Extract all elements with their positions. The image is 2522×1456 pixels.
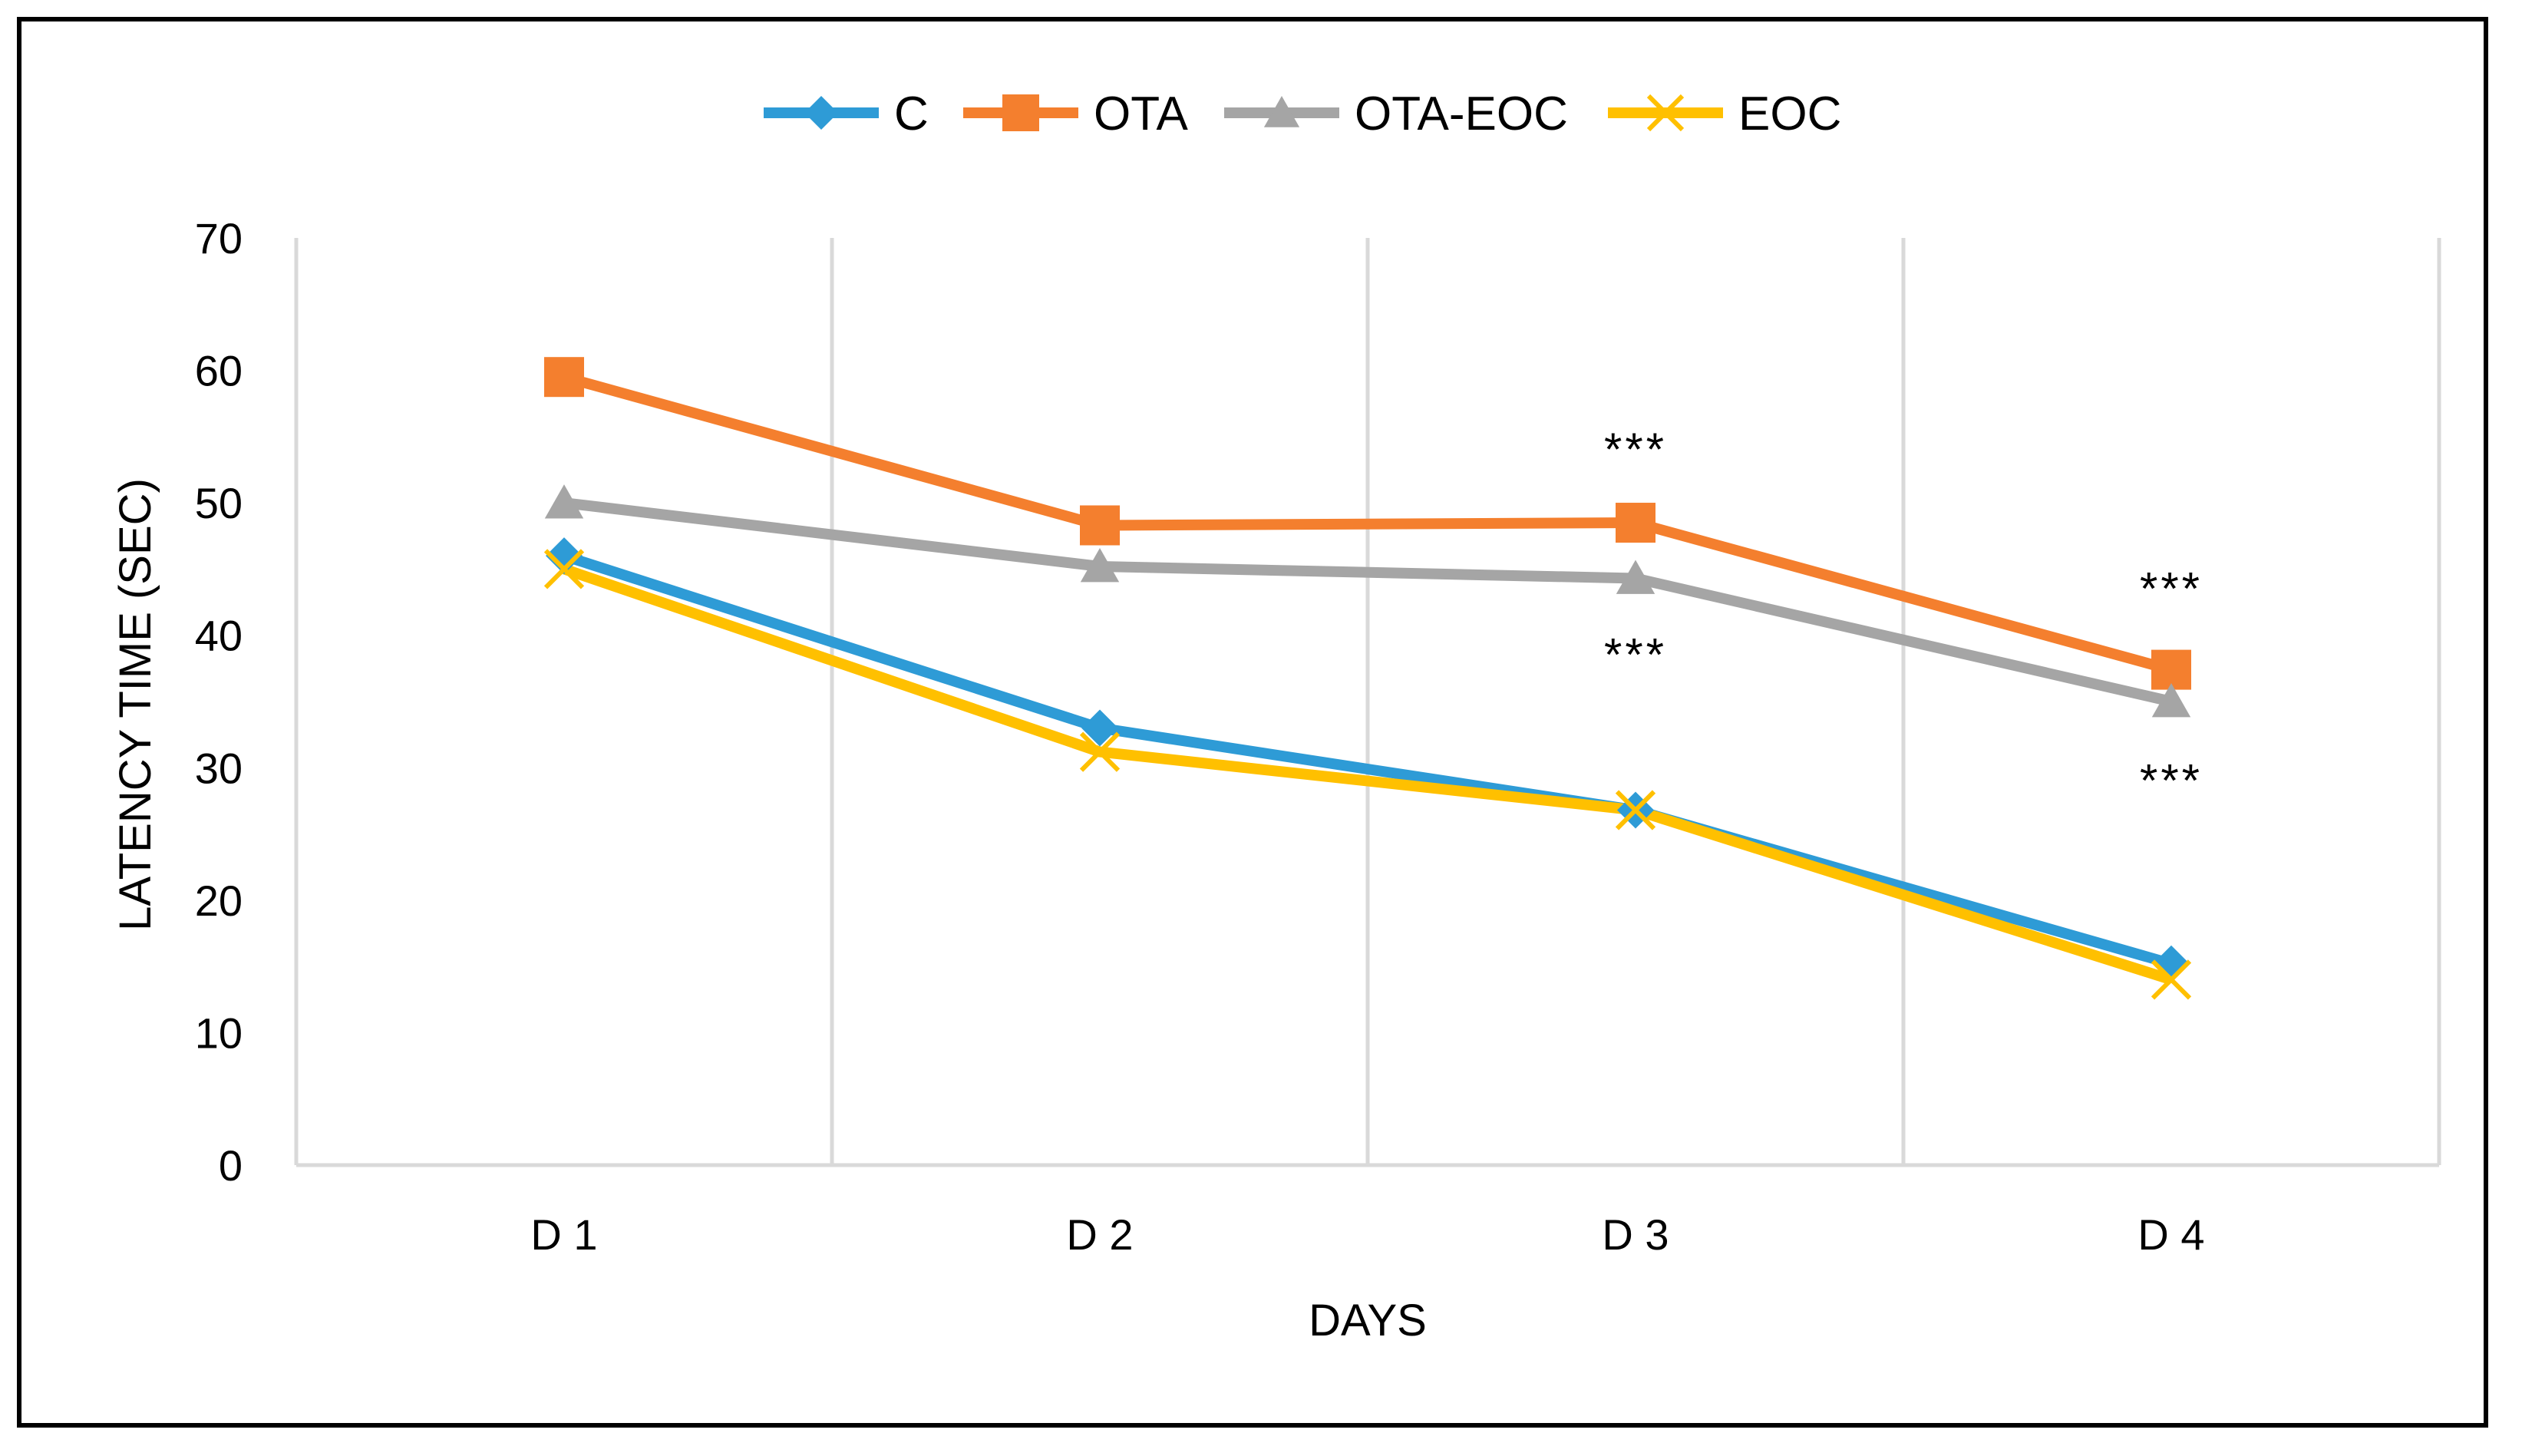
data-point-ota-eoc <box>1616 560 1655 594</box>
data-point-ota <box>2151 649 2191 690</box>
legend-label: OTA-EOC <box>1355 87 1568 140</box>
legend-marker <box>1263 96 1300 127</box>
grid <box>294 238 2441 1165</box>
data-point-ota-eoc <box>544 484 584 519</box>
significance-annotation: *** <box>1604 424 1667 475</box>
data-point-eoc <box>1615 790 1656 830</box>
annotations: *** *** *** *** <box>1604 424 2203 807</box>
significance-annotation: *** <box>1604 629 1667 681</box>
data-point-eoc <box>543 549 585 589</box>
data-point-ota <box>1080 505 1120 546</box>
legend-marker <box>804 96 838 130</box>
x-tick-label: D 3 <box>1602 1210 1669 1259</box>
x-marker-stroke <box>2151 959 2192 1000</box>
data-point-ota-eoc <box>1080 547 1120 583</box>
series-line-eoc <box>562 563 2174 986</box>
data-point-eoc <box>2151 959 2192 1000</box>
series-line-ota <box>563 371 2173 675</box>
legend-item-ota-eoc: OTA-EOC <box>1224 87 1568 140</box>
legend-marker <box>1646 94 1685 132</box>
x-marker-stroke <box>1615 790 1656 830</box>
legend-label: EOC <box>1738 87 1841 140</box>
x-axis-title: DAYS <box>1309 1296 1427 1345</box>
data-point-ota-eoc <box>2151 683 2191 718</box>
y-tick-label: 30 <box>195 744 243 792</box>
significance-annotation: *** <box>2140 755 2203 807</box>
series-line-ota-eoc <box>563 497 2173 707</box>
y-tick-label: 50 <box>195 479 243 527</box>
legend-label: OTA <box>1094 87 1188 140</box>
chart-frame <box>17 17 2488 1428</box>
x-tick-label: D 4 <box>2137 1210 2204 1259</box>
legend: C OTA OTA-EOC EOC <box>764 87 1841 140</box>
legend-marker <box>1002 94 1039 131</box>
data-point-ota <box>1616 503 1655 543</box>
legend-item-ota: OTA <box>963 87 1188 140</box>
data-point-c <box>546 537 583 575</box>
significance-annotation: *** <box>2140 563 2203 614</box>
x-marker-stroke <box>1646 94 1685 132</box>
y-tick-label: 0 <box>219 1141 243 1190</box>
data-point-eoc <box>1079 731 1121 772</box>
x-tick-label: D 2 <box>1066 1210 1133 1259</box>
series-lines <box>562 371 2174 986</box>
y-tick-label: 20 <box>195 877 243 925</box>
y-tick-label: 40 <box>195 612 243 660</box>
legend-item-c: C <box>764 87 929 140</box>
series-markers <box>543 357 2192 1000</box>
y-axis-title: LATENCY TIME (SEC) <box>111 478 160 931</box>
series-line-c <box>562 550 2173 969</box>
y-tick-label: 70 <box>195 214 243 262</box>
data-point-c <box>1081 709 1118 747</box>
data-point-ota <box>544 357 584 398</box>
x-tick-label: D 1 <box>530 1210 597 1259</box>
legend-label: C <box>894 87 929 140</box>
legend-item-eoc: EOC <box>1608 87 1841 140</box>
x-marker-stroke <box>1079 731 1121 772</box>
x-marker-stroke <box>543 549 585 589</box>
axes: 0 10 20 30 40 50 60 70 D 1 D 2 D 3 D 4 <box>195 214 2439 1259</box>
y-tick-label: 60 <box>195 347 243 395</box>
y-tick-label: 10 <box>195 1009 243 1057</box>
